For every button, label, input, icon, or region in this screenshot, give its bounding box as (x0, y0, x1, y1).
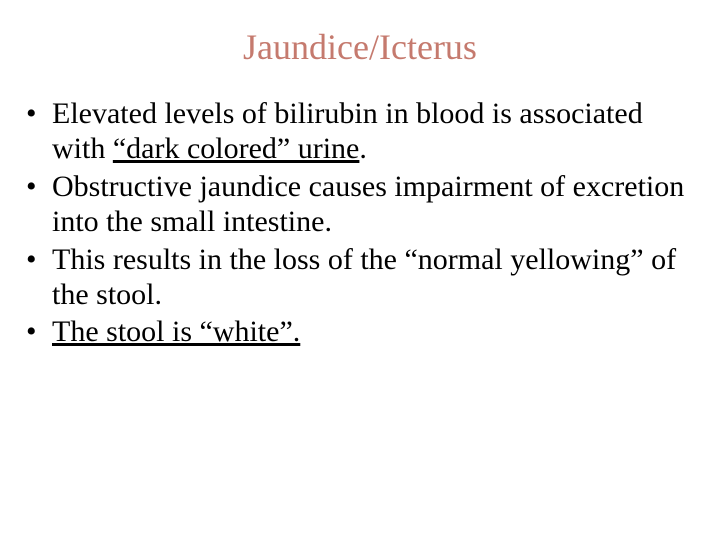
bullet-marker-icon: • (26, 242, 37, 277)
text-segment: “dark colored” urine (113, 132, 360, 165)
bullet-list: • Elevated levels of bilirubin in blood i… (24, 96, 696, 350)
text-segment: The stool is “white”. (52, 315, 300, 348)
slide-title: Jaundice/Icterus (24, 26, 696, 68)
bullet-item: • This results in the loss of the “norma… (24, 242, 696, 313)
text-segment: This results in the loss of the “normal … (52, 243, 676, 311)
text-segment: Obstructive jaundice causes impairment o… (52, 170, 684, 238)
text-segment: . (359, 132, 367, 165)
bullet-text: Elevated levels of bilirubin in blood is… (52, 97, 643, 165)
bullet-marker-icon: • (26, 314, 37, 349)
bullet-text: The stool is “white”. (52, 315, 300, 348)
bullet-marker-icon: • (26, 169, 37, 204)
bullet-text: Obstructive jaundice causes impairment o… (52, 170, 684, 238)
bullet-item: • Elevated levels of bilirubin in blood i… (24, 96, 696, 167)
bullet-item: • The stool is “white”. (24, 314, 696, 349)
bullet-text: This results in the loss of the “normal … (52, 243, 676, 311)
bullet-item: • Obstructive jaundice causes impairment … (24, 169, 696, 240)
bullet-marker-icon: • (26, 96, 37, 131)
